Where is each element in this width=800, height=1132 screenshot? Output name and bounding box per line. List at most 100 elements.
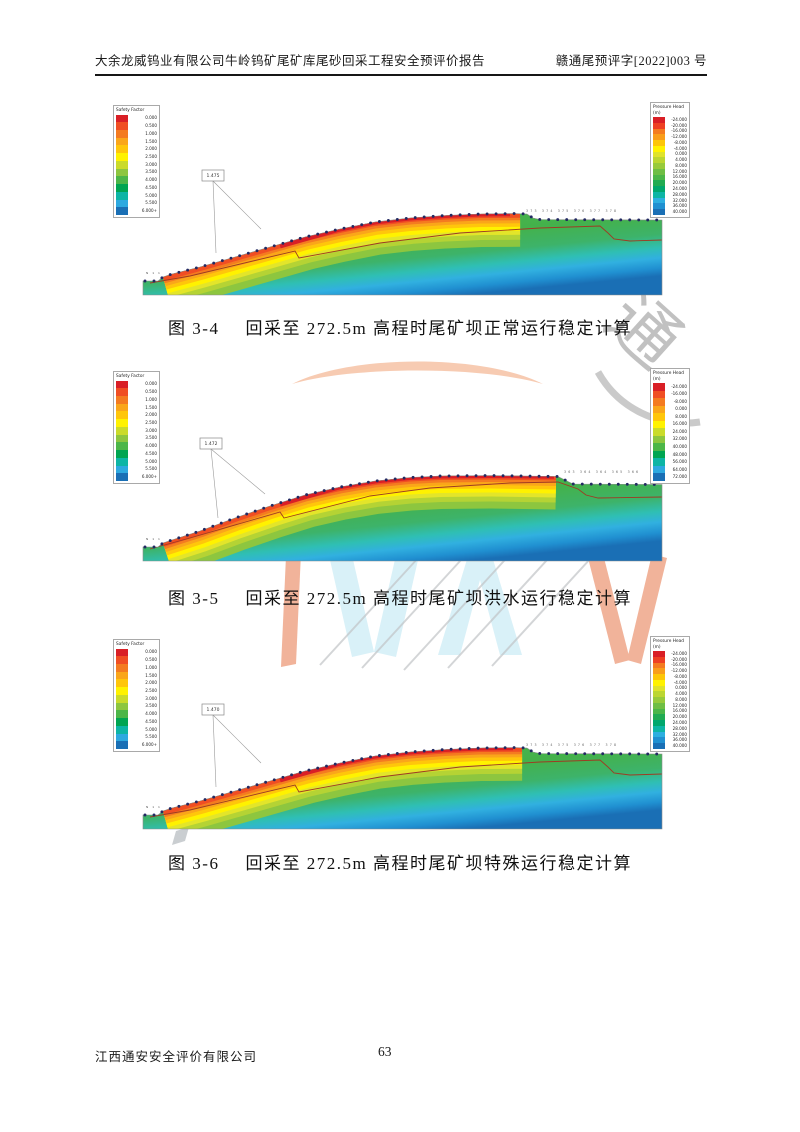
legend-label: 4.500 xyxy=(145,718,157,724)
color-swatch xyxy=(116,663,128,672)
legend-label: 3.500 xyxy=(145,435,157,441)
color-swatch xyxy=(653,428,665,436)
legend-label: 5.500 xyxy=(145,200,157,206)
legend-row: 1.500 xyxy=(116,137,157,146)
callout-value: 1.475 xyxy=(207,173,220,179)
legend-label: 0.000 xyxy=(145,381,157,387)
legend-row: 0.000 xyxy=(653,405,687,414)
color-swatch xyxy=(653,668,665,675)
legend-row: 5.000 xyxy=(116,191,157,200)
legend-row: 32.000 xyxy=(653,197,687,204)
legend-label: 0.000 xyxy=(145,649,157,655)
legend-row: 28.000 xyxy=(653,725,687,732)
callout-leader xyxy=(212,714,262,764)
color-swatch xyxy=(653,443,665,451)
phreatic-line xyxy=(149,225,662,284)
dam-contour-body xyxy=(143,475,662,561)
color-swatch xyxy=(116,450,128,458)
color-swatch xyxy=(116,426,128,435)
figure-title: 回采至 272.5m 高程时尾矿坝特殊运行稳定计算 xyxy=(245,854,632,873)
legend-title: Safety Factor xyxy=(116,108,145,113)
legend-label: 3.000 xyxy=(145,427,157,433)
legend-row: 12.000 xyxy=(653,168,687,175)
phreatic-line xyxy=(149,481,662,550)
color-swatch xyxy=(116,679,128,688)
color-swatch xyxy=(116,411,128,420)
legend-row: 8.000 xyxy=(653,413,687,421)
color-swatch xyxy=(116,160,128,169)
color-swatch xyxy=(116,457,128,466)
legend-label: 3.500 xyxy=(145,703,157,709)
legend-row: -12.000 xyxy=(653,134,687,141)
legend-label: 6.000+ xyxy=(141,474,157,480)
legend-unit: (m) xyxy=(653,644,661,650)
pressure-head-legend: Pressure Head (m) -24.000 -20.000 -16.000 -12… xyxy=(650,636,690,752)
legend-row: 2.000 xyxy=(116,679,157,688)
figure-3-6-caption: 图 3-6 回采至 272.5m 高程时尾矿坝特殊运行稳定计算 xyxy=(0,849,800,874)
color-swatch xyxy=(653,174,665,181)
legend-label: 1.000 xyxy=(145,130,157,136)
legend-label: 2.500 xyxy=(145,687,157,693)
color-swatch xyxy=(653,145,665,152)
color-swatch xyxy=(116,741,128,750)
legend-label: 56.000 xyxy=(672,459,687,465)
color-swatch xyxy=(116,403,128,412)
color-swatch xyxy=(116,191,128,200)
color-swatch xyxy=(116,184,128,192)
pressure-head-legend: Pressure Head (m) -24.000 -20.000 -16.000 -12… xyxy=(650,102,690,218)
color-swatch xyxy=(116,395,128,404)
legend-row: 5.000 xyxy=(116,457,157,466)
toe-labels: N 1 1 xyxy=(146,271,161,275)
legend-label: 5.000 xyxy=(145,192,157,198)
dam-stability-plot: 1.472 363 364 364 365 366 N 1 1 xyxy=(142,437,663,562)
figure-number: 图 3-6 xyxy=(168,854,220,873)
legend-row: 40.000 xyxy=(653,443,687,451)
legend-title: Safety Factor xyxy=(116,374,145,379)
figure-3-4-caption: 图 3-4 回采至 272.5m 高程时尾矿坝正常运行稳定计算 xyxy=(0,314,800,339)
legend-label: 36.000 xyxy=(672,203,687,209)
legend-label: 1.500 xyxy=(145,138,157,144)
phreatic-line xyxy=(149,759,662,818)
legend-label: -4.000 xyxy=(673,679,687,685)
legend-label: 12.000 xyxy=(672,702,687,708)
color-swatch xyxy=(653,168,665,175)
color-swatch xyxy=(653,197,665,204)
dam-contour-body xyxy=(143,747,662,829)
legend-row: 6.000+ xyxy=(116,741,157,750)
callout-leader xyxy=(212,180,217,254)
legend-row: 6.000+ xyxy=(116,207,157,216)
color-swatch xyxy=(653,420,665,429)
color-swatch xyxy=(116,473,128,482)
legend-label: -20.000 xyxy=(671,122,687,128)
legend-row: 4.000 xyxy=(116,176,157,185)
legend-label: 16.000 xyxy=(672,708,687,714)
legend-row: 64.000 xyxy=(653,465,687,474)
legend-label: 0.500 xyxy=(145,123,157,129)
figure-3-5-chart: 1.472 363 364 364 365 366 N 1 1 Safety Fac… xyxy=(110,366,695,576)
safety-factor-legend: Safety Factor 0.000 0.500 1.000 1.500 2.000 2.… xyxy=(113,639,160,752)
header-report-title: 大余龙威钨业有限公司牛岭钨矿尾矿库尾砂回采工程安全预评价报告 xyxy=(95,54,486,68)
header-doc-number: 赣通尾预评字[2022]003 号 xyxy=(555,54,707,68)
legend-label: -16.000 xyxy=(671,662,687,668)
legend-row: 3.500 xyxy=(116,434,157,443)
color-swatch xyxy=(653,157,665,164)
legend-row: 4.000 xyxy=(653,691,687,698)
color-swatch xyxy=(653,458,665,466)
legend-label: 24.000 xyxy=(672,186,687,192)
color-swatch xyxy=(116,434,128,443)
figure-title: 回采至 272.5m 高程时尾矿坝正常运行稳定计算 xyxy=(245,319,632,338)
dam-stability-plot: 1.470 373 374 375 376 377 378 N 1 1 xyxy=(142,703,663,830)
page-number: 63 xyxy=(378,1044,392,1059)
color-swatch xyxy=(653,714,665,721)
color-swatch xyxy=(653,731,665,738)
legend-label: 16.000 xyxy=(672,174,687,180)
legend-row: 20.000 xyxy=(653,180,687,187)
legend-row: 2.500 xyxy=(116,419,157,427)
legend-label: 28.000 xyxy=(672,725,687,731)
legend-label: 4.000 xyxy=(145,711,157,717)
legend-row: 40.000 xyxy=(653,743,687,750)
legend-row: 0.000 xyxy=(116,648,157,657)
legend-label: 8.000 xyxy=(675,413,687,419)
legend-label: -16.000 xyxy=(671,128,687,134)
legend-title: Pressure Head xyxy=(653,639,684,644)
